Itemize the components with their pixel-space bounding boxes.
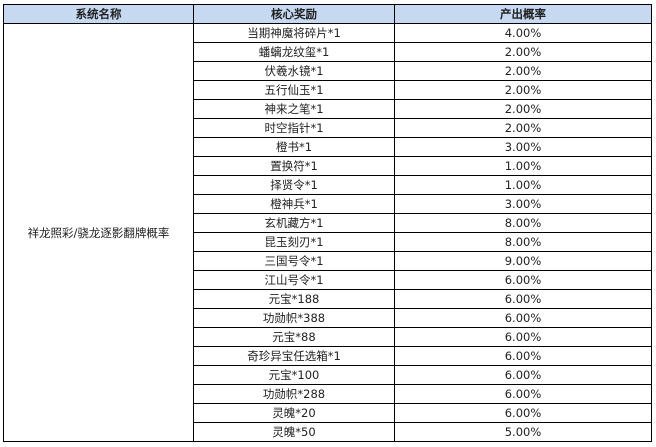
rate-cell: 8.00% — [394, 232, 652, 252]
table-row: 五行仙玉*1 2.00% — [4, 80, 652, 100]
table-row: 择贤令*1 1.00% — [4, 175, 652, 195]
rate-cell: 9.00% — [394, 251, 652, 271]
table-row: 奇珍异宝任选箱*1 6.00% — [4, 346, 652, 366]
table-row: 时空指针*1 2.00% — [4, 118, 652, 138]
reward-cell: 三国号令*1 — [193, 251, 395, 271]
header-row: 系统名称 核心奖励 产出概率 — [3, 4, 652, 24]
reward-cell: 橙书*1 — [193, 137, 395, 157]
rate-cell: 6.00% — [394, 384, 652, 404]
reward-cell: 灵魄*20 — [193, 403, 395, 423]
rate-cell: 6.00% — [394, 308, 652, 328]
rate-cell: 6.00% — [394, 403, 652, 423]
reward-cell: 当期神魔将碎片*1 — [193, 23, 395, 43]
reward-cell: 蟠螭龙纹玺*1 — [193, 42, 395, 62]
header-output-rate: 产出概率 — [394, 4, 652, 24]
reward-cell: 江山号令*1 — [193, 270, 395, 290]
rate-cell: 3.00% — [394, 137, 652, 157]
system-name-cell: 祥龙照彩/骁龙逐影翻牌概率 — [3, 23, 194, 442]
table-row: 元宝*100 6.00% — [4, 365, 652, 385]
reward-cell: 置换符*1 — [193, 156, 395, 176]
table-row: 灵魄*50 5.00% — [4, 422, 652, 442]
rate-cell: 6.00% — [394, 289, 652, 309]
rate-cell: 6.00% — [394, 346, 652, 366]
rate-cell: 2.00% — [394, 42, 652, 62]
reward-cell: 昆玉刻刃*1 — [193, 232, 395, 252]
table-row: 置换符*1 1.00% — [4, 156, 652, 176]
rate-cell: 6.00% — [394, 365, 652, 385]
table-row: 灵魄*20 6.00% — [4, 403, 652, 423]
rate-cell: 2.00% — [394, 118, 652, 138]
rate-cell: 1.00% — [394, 175, 652, 195]
header-core-reward: 核心奖励 — [193, 4, 395, 24]
table-row: 橙神兵*1 3.00% — [4, 194, 652, 214]
reward-cell: 元宝*88 — [193, 327, 395, 347]
table-row: 功勋帜*288 6.00% — [4, 384, 652, 404]
reward-cell: 择贤令*1 — [193, 175, 395, 195]
reward-cell: 橙神兵*1 — [193, 194, 395, 214]
rate-cell: 2.00% — [394, 99, 652, 119]
probability-table: 系统名称 核心奖励 产出概率 祥龙照彩/骁龙逐影翻牌概率 当期神魔将碎片*1 4.0… — [3, 4, 652, 442]
reward-cell: 五行仙玉*1 — [193, 80, 395, 100]
reward-cell: 功勋帜*388 — [193, 308, 395, 328]
reward-cell: 玄机藏方*1 — [193, 213, 395, 233]
header-system-name: 系统名称 — [3, 4, 194, 24]
table-row: 祥龙照彩/骁龙逐影翻牌概率 当期神魔将碎片*1 4.00% — [3, 23, 652, 442]
reward-cell: 元宝*188 — [193, 289, 395, 309]
rate-cell: 3.00% — [394, 194, 652, 214]
rate-cell: 1.00% — [394, 156, 652, 176]
rate-cell: 4.00% — [394, 23, 652, 43]
rate-cell: 2.00% — [394, 80, 652, 100]
rate-cell: 8.00% — [394, 213, 652, 233]
rate-cell: 5.00% — [394, 422, 652, 442]
reward-cell: 奇珍异宝任选箱*1 — [193, 346, 395, 366]
reward-cell: 功勋帜*288 — [193, 384, 395, 404]
reward-cell: 神来之笔*1 — [193, 99, 395, 119]
rate-cell: 6.00% — [394, 327, 652, 347]
table-row: 昆玉刻刃*1 8.00% — [4, 232, 652, 252]
reward-cell: 元宝*100 — [193, 365, 395, 385]
reward-cell: 灵魄*50 — [193, 422, 395, 442]
table-row: 江山号令*1 6.00% — [4, 270, 652, 290]
reward-cell: 伏羲水镜*1 — [193, 61, 395, 81]
rate-cell: 6.00% — [394, 270, 652, 290]
rate-cell: 2.00% — [394, 61, 652, 81]
table-row: 玄机藏方*1 8.00% — [4, 213, 652, 233]
reward-cell: 时空指针*1 — [193, 118, 395, 138]
